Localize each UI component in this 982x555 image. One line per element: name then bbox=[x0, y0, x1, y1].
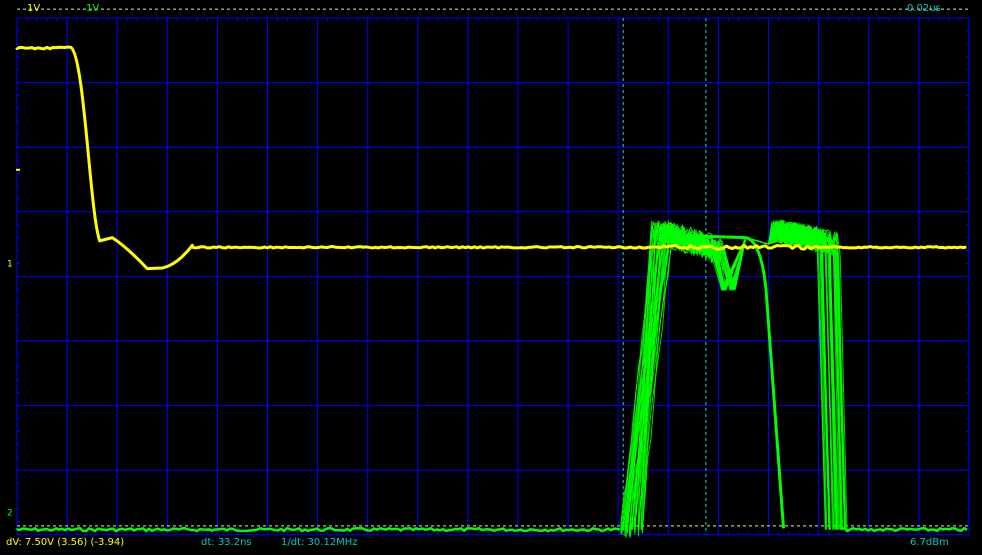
power-readout: 6.7dBm bbox=[910, 537, 949, 548]
ch2-ground-marker: 2 bbox=[7, 508, 13, 518]
delta-voltage-readout: dV: 7.50V (3.56) (-3.94) bbox=[6, 537, 125, 548]
timebase-label: 0.02us bbox=[907, 3, 941, 14]
ch1-waveform bbox=[15, 45, 967, 271]
ch2-burst-sweep bbox=[641, 222, 842, 533]
channel-2-trace bbox=[15, 218, 968, 538]
channel-1-trace bbox=[15, 45, 967, 271]
ch2-burst-sweep bbox=[634, 219, 846, 530]
ch2-burst-sweep bbox=[641, 223, 842, 530]
ch2-baseline-left bbox=[15, 526, 621, 533]
ch1-scale-label: 1V bbox=[27, 3, 41, 14]
ch2-scale-label: 1V bbox=[86, 3, 100, 14]
ch2-burst-sweep bbox=[625, 220, 837, 538]
ch1-ground-marker: 1 bbox=[7, 260, 13, 270]
ch2-burst-sweep bbox=[641, 219, 846, 534]
delta-time-readout: dt: 33.2ns bbox=[201, 537, 252, 548]
measurement-cursors bbox=[17, 8, 969, 535]
ch2-burst-sweep bbox=[634, 226, 845, 535]
ch2-burst-sweep bbox=[620, 221, 848, 535]
ch2-baseline-right bbox=[839, 526, 968, 533]
ch2-pulse-edge bbox=[685, 234, 786, 529]
ground-markers: 12 bbox=[7, 168, 20, 518]
ch2-burst-sweep bbox=[629, 223, 840, 538]
ch2-burst-sweep bbox=[640, 221, 846, 530]
graticule-grid bbox=[16, 17, 970, 536]
frequency-readout: 1/dt: 30.12MHz bbox=[281, 537, 358, 548]
